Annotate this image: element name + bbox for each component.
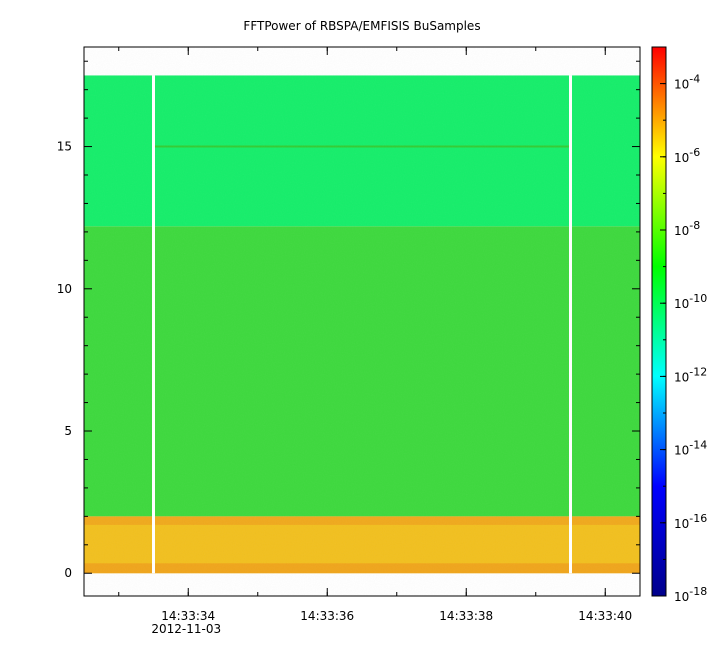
colorbar-tick-label: 10-18 [674,585,707,604]
plot-area [84,47,640,596]
colorbar-tick-label: 10-12 [674,365,707,384]
data-gap [152,75,155,574]
colorbar-tick-label: 10-8 [674,219,700,238]
chart-title: FFTPower of RBSPA/EMFISIS BuSamples [243,19,480,33]
x-tick-label: 14:33:40 [578,609,632,623]
y-axis: 0 5 10 15 [57,60,640,580]
y-tick-label: 5 [64,424,72,438]
x-tick-label: 14:33:38 [439,609,493,623]
colorbar-tick-label: 10-10 [674,292,707,311]
plot-frame [83,46,641,597]
x-tick-label: 14:33:36 [300,609,354,623]
y-tick-label: 15 [57,140,72,154]
colorbar-ticks: 10-4 10-6 10-8 10-10 10-12 10-14 10-16 10-18 [660,46,707,604]
colorbar-tick-label: 10-4 [674,73,700,92]
y-tick-label: 10 [57,282,72,296]
data-gap [569,75,572,574]
data-gaps [152,75,572,574]
colorbar-tick-label: 10-6 [674,146,700,165]
colorbar-tick-label: 10-16 [674,512,707,531]
colorbar: 10-4 10-6 10-8 10-10 10-12 10-14 10-16 10-18 [651,46,707,604]
spectrogram-noise [84,47,640,596]
colorbar-scale [651,46,667,597]
y-tick-label: 0 [64,566,72,580]
x-tick-label: 14:33:34 [161,609,215,623]
x-axis: 14:33:34 14:33:36 14:33:38 14:33:40 [118,47,632,623]
colorbar-tick-label: 10-14 [674,439,707,458]
x-date-label: 2012-11-03 [151,622,221,636]
